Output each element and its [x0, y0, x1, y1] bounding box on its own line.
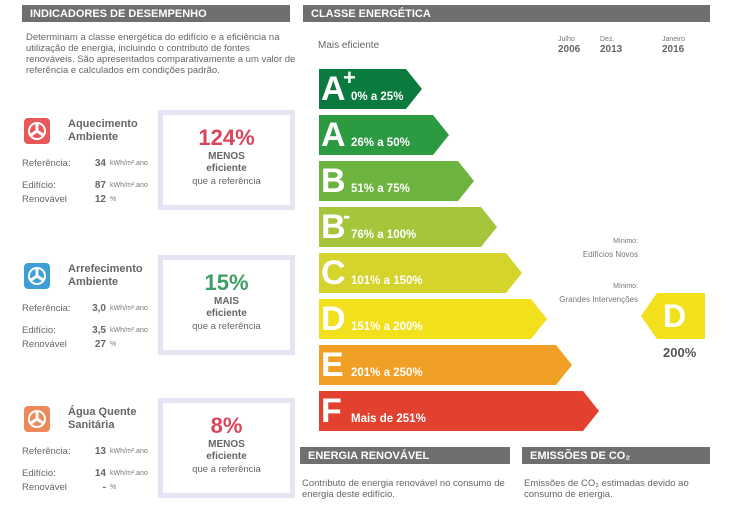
row-unit: kWh/m².ano	[110, 160, 148, 167]
class-arrow: D 151% a 200%	[319, 299, 547, 339]
class-range: 0% a 25%	[351, 91, 404, 103]
row-unit: kWh/m².ano	[110, 327, 148, 334]
icon-glyph	[28, 122, 46, 140]
note-label: Mínimo:	[613, 283, 638, 290]
row-label: Edifício:	[22, 468, 56, 479]
class-range: 101% a 150%	[351, 275, 423, 287]
class-arrow: C 101% a 150%	[319, 253, 522, 293]
class-letter: A	[321, 116, 346, 154]
note-label: Mínimo:	[613, 238, 638, 245]
row-value: 3,0	[92, 303, 106, 314]
row-label: Referência:	[22, 446, 71, 457]
row-value: -	[102, 482, 106, 493]
class-range: 51% a 75%	[351, 183, 410, 195]
result-note: que a referência	[192, 176, 261, 187]
row-label: Edifício:	[22, 325, 56, 336]
class-arrow: E 201% a 250%	[319, 345, 572, 385]
class-letter: C	[321, 254, 346, 292]
icon-glyph	[28, 410, 46, 428]
class-range: 26% a 50%	[351, 137, 410, 149]
class-letter: E	[321, 346, 344, 384]
row-label: Referência:	[22, 158, 71, 169]
indicator-title: Aquecimento Ambiente	[68, 118, 138, 143]
row-label: Referência:	[22, 303, 71, 314]
row-unit: kWh/m².ano	[110, 448, 148, 455]
row-unit: kWh/m².ano	[110, 305, 148, 312]
row-value: 3,5	[92, 325, 106, 336]
intro-text: Determinam a classe energética do edifíc…	[26, 32, 296, 76]
result-adj: eficiente	[206, 308, 247, 319]
result-box: 124% MENOS eficiente que a referência	[158, 110, 295, 210]
row-value: 27	[94, 339, 106, 350]
result-box: 15% MAIS eficiente que a referência	[158, 255, 295, 355]
indicator-icon	[24, 263, 50, 289]
indicator-icon	[24, 406, 50, 432]
class-letter: B	[321, 208, 346, 246]
class-letter: D	[321, 300, 346, 338]
class-letter: A	[321, 70, 346, 108]
row-unit: kWh/m².ano	[110, 182, 148, 189]
date-year: 2016	[662, 44, 685, 55]
class-range: 151% a 200%	[351, 321, 423, 333]
date-month: Julho	[558, 36, 575, 43]
indicator-icon	[24, 118, 50, 144]
class-arrow: B 51% a 75%	[319, 161, 474, 201]
note-text: Edifícios Novos	[582, 250, 638, 259]
icon-glyph	[28, 267, 46, 285]
rating-percent: 200%	[663, 345, 697, 360]
indicator-title: Arrefecimento Ambiente	[68, 263, 143, 288]
result-percent: 8%	[210, 413, 243, 438]
class-mod: +	[343, 65, 356, 90]
result-note: que a referência	[192, 321, 261, 332]
section-text: Contributo de energia renovável no consu…	[302, 478, 505, 500]
section-header: EMISSÕES DE CO₂	[522, 447, 710, 464]
class-range: 76% a 100%	[351, 229, 417, 241]
class-range: Mais de 251%	[351, 413, 426, 425]
row-label: Renovável	[22, 194, 67, 205]
rating-letter: D	[663, 298, 687, 334]
date-month: Janeiro	[662, 36, 685, 43]
row-value: 14	[94, 468, 106, 479]
row-label: Renovável	[22, 339, 67, 350]
rating-arrow: D	[641, 293, 705, 339]
row-label: Edifício:	[22, 180, 56, 191]
class-arrow: B -76% a 100%	[319, 207, 497, 247]
section-header: ENERGIA RENOVÁVEL	[300, 447, 510, 464]
top-label: Mais eficiente	[318, 40, 380, 51]
section-header: CLASSE ENERGÉTICA	[303, 5, 710, 22]
result-adj: eficiente	[206, 451, 247, 462]
row-unit: kWh/m².ano	[110, 470, 148, 477]
class-mod: -	[343, 203, 351, 228]
result-note: que a referência	[192, 464, 261, 475]
result-percent: 124%	[198, 125, 255, 150]
class-letter: B	[321, 162, 346, 200]
note-text: Grandes Intervenções	[559, 295, 638, 304]
row-value: 12	[94, 194, 106, 205]
class-arrow: A +0% a 25%	[319, 69, 422, 109]
indicator-title: Água Quente Sanitária	[68, 406, 137, 431]
result-adj: eficiente	[206, 163, 247, 174]
date-year: 2006	[558, 44, 581, 55]
row-value: 34	[94, 158, 106, 169]
date-year: 2013	[600, 44, 623, 55]
row-unit: %	[110, 484, 117, 491]
row-unit: %	[110, 196, 117, 203]
result-word: MAIS	[214, 296, 239, 307]
result-word: MENOS	[208, 439, 245, 450]
result-percent: 15%	[204, 270, 249, 295]
section-header: INDICADORES DE DESEMPENHO	[22, 5, 290, 22]
class-range: 201% a 250%	[351, 367, 423, 379]
result-word: MENOS	[208, 151, 245, 162]
row-label: Renovável	[22, 482, 67, 493]
class-letter: F	[321, 392, 342, 430]
row-unit: %	[110, 341, 117, 348]
class-arrow: A 26% a 50%	[319, 115, 449, 155]
class-arrow: F Mais de 251%	[319, 391, 599, 431]
result-box: 8% MENOS eficiente que a referência	[158, 398, 295, 498]
row-value: 87	[94, 180, 106, 191]
date-month: Dez.	[600, 36, 615, 43]
section-text: Emissões de CO₂ estimadas devido ao cons…	[524, 478, 689, 500]
row-value: 13	[94, 446, 106, 457]
